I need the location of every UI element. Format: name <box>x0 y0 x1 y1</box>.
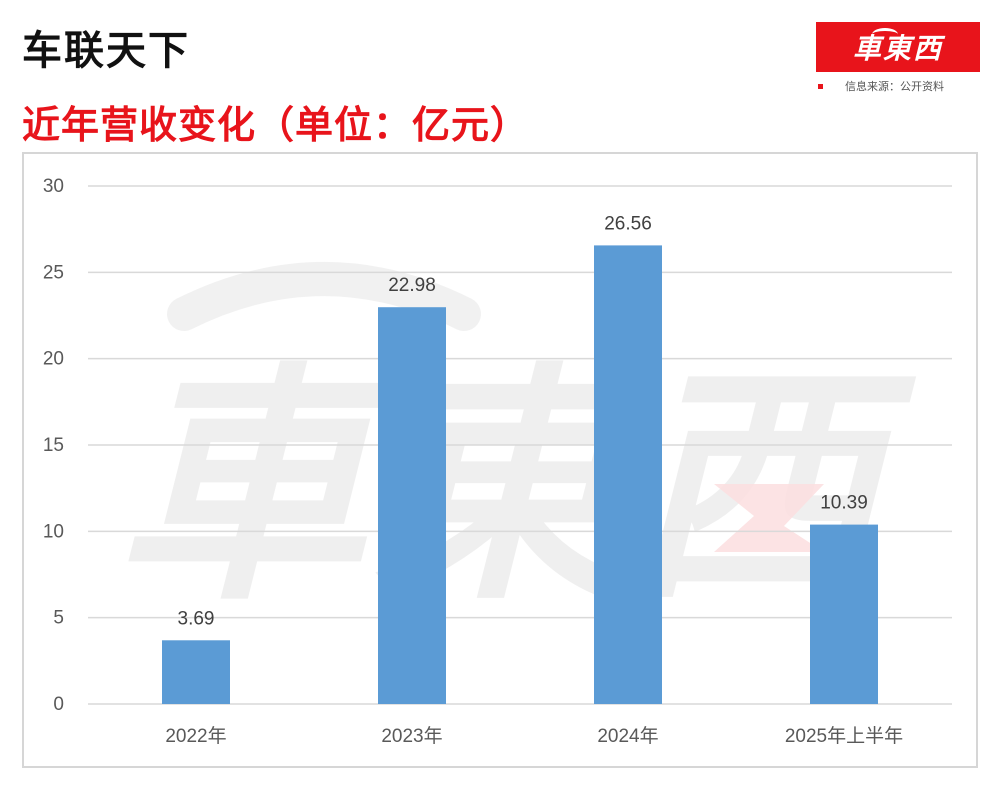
watermark-text: 車東西 <box>116 342 917 633</box>
y-tick-label: 0 <box>53 694 64 715</box>
source-note: 信息来源：公开资料 <box>818 78 944 94</box>
data-label: 10.39 <box>820 493 868 514</box>
x-tick-label: 2024年 <box>597 725 658 747</box>
company-title: 车联天下 <box>22 28 190 74</box>
bar-chart: 車東西 0 5 10 15 20 25 30 3.69 22.98 26.56 10.39 202… <box>43 176 952 747</box>
chart-frame: 車東西 0 5 10 15 20 25 30 3.69 22.98 26.56 10.39 202… <box>22 152 978 768</box>
x-axis-ticks: 2022年 2023年 2024年 2025年上半年 <box>165 725 903 747</box>
grid-lines <box>88 185 952 705</box>
x-tick-label: 2023年 <box>381 725 442 747</box>
x-tick-label: 2025年上半年 <box>785 725 903 747</box>
y-tick-label: 15 <box>43 435 64 456</box>
watermark-accent-icon <box>714 484 824 552</box>
bar <box>810 524 878 704</box>
source-text: 信息来源：公开资料 <box>845 80 944 93</box>
bars <box>162 245 878 704</box>
y-tick-label: 10 <box>43 521 64 542</box>
y-tick-label: 30 <box>43 176 64 197</box>
data-label: 22.98 <box>388 275 436 296</box>
y-axis-ticks: 0 5 10 15 20 25 30 <box>43 176 64 715</box>
y-tick-label: 25 <box>43 262 64 283</box>
bar <box>162 640 230 704</box>
data-label: 3.69 <box>178 608 215 629</box>
y-tick-label: 5 <box>53 608 64 629</box>
y-tick-label: 20 <box>43 349 64 370</box>
bar <box>594 245 662 704</box>
watermark-signal-icon <box>167 262 481 331</box>
chart-subtitle: 近年营收变化（单位：亿元） <box>22 103 530 147</box>
brand-logo: 車東西 <box>816 22 980 72</box>
brand-logo-text: 車東西 <box>852 32 943 65</box>
x-tick-label: 2022年 <box>165 725 226 747</box>
signal-icon <box>872 28 898 41</box>
data-labels: 3.69 22.98 26.56 10.39 <box>178 213 868 629</box>
bar <box>378 307 446 704</box>
data-label: 26.56 <box>604 213 652 234</box>
watermark: 車東西 <box>116 262 917 633</box>
bullet-icon <box>818 83 823 89</box>
